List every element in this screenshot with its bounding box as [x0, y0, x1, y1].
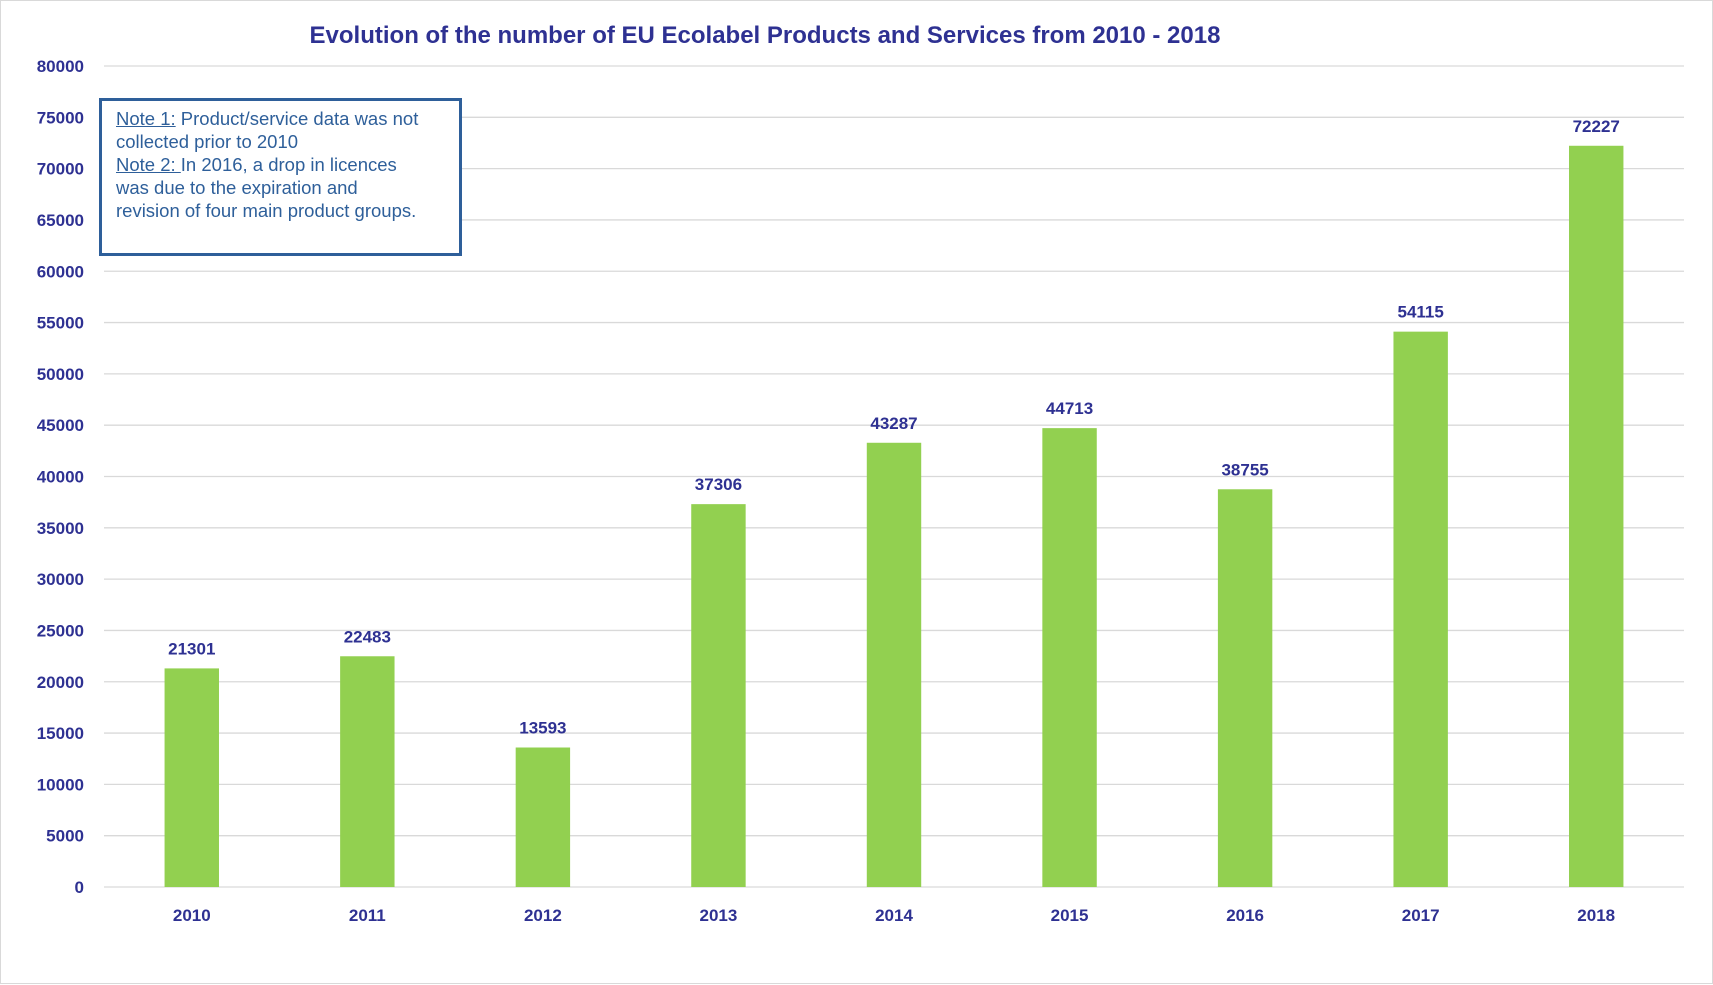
data-label-2017: 54115: [1397, 303, 1443, 322]
bar-2015: [1042, 428, 1097, 887]
data-label-2012: 13593: [519, 719, 566, 738]
data-label-2015: 44713: [1046, 399, 1093, 418]
y-tick-label: 30000: [37, 570, 84, 589]
data-label-2011: 22483: [344, 627, 391, 646]
bar-2014: [866, 442, 922, 887]
bar-2011: [340, 656, 395, 887]
note-1-line-1: Note 1: Product/service data was not: [116, 107, 459, 130]
y-tick-label: 20000: [37, 673, 84, 692]
y-tick-label: 0: [75, 878, 84, 897]
data-label-2016: 38755: [1221, 460, 1268, 479]
data-label-2010: 21301: [168, 639, 215, 658]
x-tick-label-2018: 2018: [1577, 906, 1615, 925]
y-tick-label: 60000: [37, 262, 84, 281]
note-1-label: Note 1:: [116, 108, 176, 129]
x-tick-label-2011: 2011: [349, 906, 386, 925]
x-tick-label-2010: 2010: [173, 906, 211, 925]
y-tick-label: 70000: [37, 160, 84, 179]
note-box: Note 1: Product/service data was not col…: [99, 98, 462, 256]
x-tick-label-2015: 2015: [1051, 906, 1089, 925]
y-tick-label: 65000: [37, 211, 84, 230]
x-axis-ticks: 2010 2011 2012 2013 2014 2015 2016 2017 2018: [173, 906, 1615, 925]
y-tick-label: 80000: [37, 57, 84, 76]
data-labels: 21301 22483 13593 37306 43287 44713 38755 54115…: [168, 117, 1620, 738]
bar-2012: [515, 747, 571, 887]
bar-2013: [691, 504, 746, 887]
y-axis-ticks: 0 5000 10000 15000 20000 25000 30000 35000 40000…: [37, 57, 84, 897]
x-tick-label-2016: 2016: [1226, 906, 1264, 925]
bar-2010: [164, 668, 219, 887]
y-tick-label: 50000: [37, 365, 84, 384]
data-label-2018: 72227: [1573, 117, 1620, 136]
data-label-2013: 37306: [695, 475, 742, 494]
note-2-text-c: revision of four main product groups.: [116, 200, 417, 221]
x-tick-label-2017: 2017: [1402, 906, 1440, 925]
y-tick-label: 10000: [37, 775, 84, 794]
x-tick-label-2012: 2012: [524, 906, 562, 925]
bar-2017: [1393, 331, 1448, 888]
y-tick-label: 15000: [37, 724, 84, 743]
bars: [164, 145, 1624, 888]
note-2-line-1: Note 2: In 2016, a drop in licences: [116, 153, 459, 176]
note-2-label: Note 2:: [116, 154, 181, 175]
y-tick-label: 40000: [37, 468, 84, 487]
x-tick-label-2013: 2013: [700, 906, 738, 925]
y-tick-label: 55000: [37, 314, 84, 333]
note-2-text-a: In 2016, a drop in licences: [180, 154, 397, 175]
note-2-text-b: was due to the expiration and: [116, 177, 358, 198]
y-tick-label: 5000: [46, 827, 84, 846]
note-1-text-b: collected prior to 2010: [116, 131, 299, 152]
note-1-text-a: Product/service data was not: [175, 108, 419, 129]
chart-title: Evolution of the number of EU Ecolabel P…: [310, 22, 1221, 49]
data-label-2014: 43287: [870, 414, 917, 433]
y-tick-label: 25000: [37, 621, 84, 640]
x-tick-label-2014: 2014: [875, 906, 913, 925]
y-tick-label: 75000: [37, 108, 84, 127]
y-tick-label: 45000: [37, 416, 84, 435]
bar-2016: [1217, 489, 1273, 887]
y-tick-label: 35000: [37, 519, 84, 538]
bar-2018: [1569, 145, 1624, 888]
